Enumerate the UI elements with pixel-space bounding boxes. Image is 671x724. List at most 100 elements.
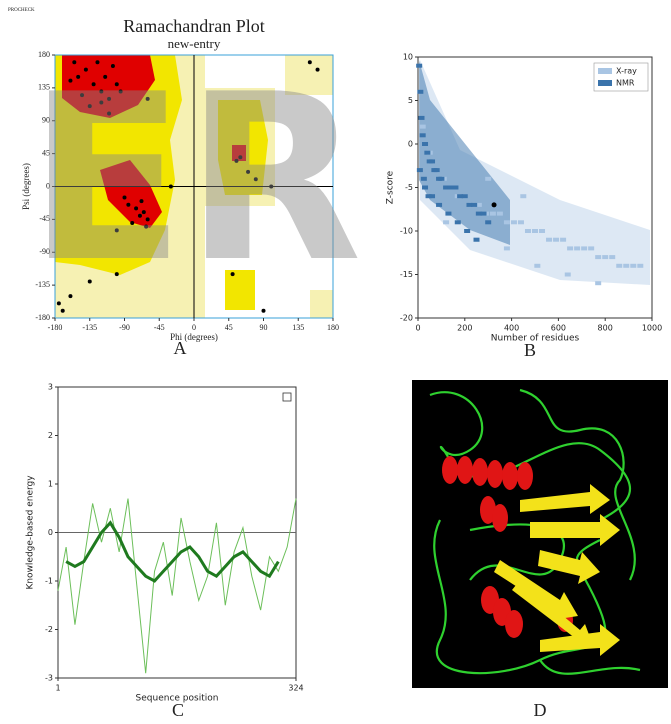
x-tick-label: -180: [48, 323, 63, 332]
nmr-cloud: [419, 60, 510, 245]
point: [464, 229, 471, 233]
y-tick-label: -10: [400, 227, 413, 236]
point: [581, 246, 588, 251]
point: [246, 169, 251, 174]
x-tick-label: -135: [82, 323, 97, 332]
point: [452, 185, 459, 190]
point: [443, 220, 450, 225]
point: [230, 272, 235, 277]
point: [168, 184, 173, 189]
legend-label: X-ray: [616, 67, 637, 76]
point: [445, 211, 452, 216]
point: [103, 74, 108, 79]
point: [56, 301, 61, 306]
point: [485, 220, 492, 225]
point: [429, 194, 436, 199]
point: [145, 217, 150, 222]
panel-label: A: [174, 338, 187, 358]
point: [114, 82, 119, 87]
point: [524, 229, 531, 233]
legend-swatch: [598, 68, 612, 74]
point: [461, 194, 468, 199]
point: [145, 96, 150, 101]
point: [110, 63, 115, 68]
point: [560, 237, 567, 242]
point: [107, 96, 112, 101]
point: [574, 246, 581, 251]
y-tick-label: 0: [48, 528, 53, 537]
x-tick-label: 600: [551, 324, 566, 333]
x-tick-label: 324: [288, 684, 303, 693]
point: [76, 74, 81, 79]
x-axis-label: Phi (degrees): [170, 332, 218, 342]
point: [595, 255, 602, 260]
point: [473, 237, 480, 242]
point: [517, 220, 524, 225]
point: [443, 185, 450, 190]
point: [114, 272, 119, 277]
x-tick-label: 0: [415, 324, 420, 333]
point: [419, 133, 426, 138]
point: [416, 168, 423, 173]
point: [122, 195, 127, 200]
y-tick-label: 0: [46, 181, 50, 190]
point: [139, 199, 144, 204]
point: [553, 237, 560, 242]
point: [425, 194, 432, 199]
y-tick-label: -5: [405, 183, 413, 192]
x-tick-label: 200: [457, 324, 472, 333]
y-tick-label: -135: [35, 280, 50, 289]
point: [496, 211, 503, 216]
y-tick-label: 10: [403, 53, 413, 62]
point: [447, 185, 454, 190]
point: [99, 89, 104, 94]
point: [99, 100, 104, 105]
legend-box: [282, 392, 292, 402]
point: [471, 202, 478, 207]
point: [269, 184, 274, 189]
y-tick-label: 90: [42, 116, 50, 125]
x-axis-label: Sequence position: [136, 694, 219, 704]
point: [595, 281, 602, 286]
y-tick-label: -180: [35, 313, 50, 322]
panel-label: D: [534, 700, 547, 720]
point: [130, 221, 135, 226]
point: [87, 279, 92, 284]
watermark: ER: [28, 46, 362, 313]
point: [416, 63, 423, 68]
legend-swatch: [598, 80, 612, 86]
point: [417, 89, 424, 94]
point: [126, 202, 131, 207]
point: [68, 294, 73, 299]
point: [510, 220, 517, 225]
point: [315, 67, 320, 72]
x-tick-label: 400: [504, 324, 519, 333]
point: [503, 246, 510, 251]
energy-line: [65, 520, 280, 583]
x-axis-label: Number of residues: [491, 334, 580, 344]
y-tick-label: 135: [38, 83, 50, 92]
point: [630, 263, 637, 268]
point: [532, 229, 538, 233]
point: [87, 104, 92, 109]
point: [454, 220, 461, 225]
point: [72, 60, 77, 65]
point: [485, 176, 492, 181]
x-tick-label: 1: [55, 684, 60, 693]
y-tick-label: 3: [48, 383, 53, 392]
y-tick-label: 45: [42, 148, 50, 157]
point: [253, 177, 258, 182]
legend-frame: [593, 62, 649, 92]
point: [418, 115, 425, 120]
point: [539, 229, 546, 233]
point: [91, 82, 96, 87]
point: [420, 176, 427, 181]
y-tick-label: -90: [39, 247, 50, 256]
energy-line: [57, 498, 297, 674]
x-tick-label: 45: [225, 323, 233, 332]
point: [480, 211, 487, 216]
point: [588, 246, 595, 251]
point: [637, 263, 644, 268]
point: [489, 211, 496, 216]
point: [134, 206, 139, 211]
